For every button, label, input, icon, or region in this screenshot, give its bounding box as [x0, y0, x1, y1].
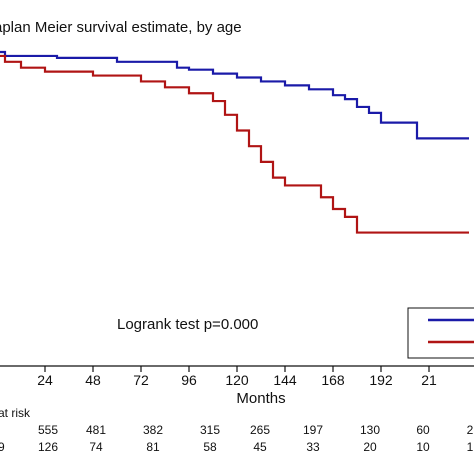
x-tick-label-2: 72 [133, 372, 149, 388]
x-tick-label-1: 48 [85, 372, 101, 388]
x-tick-label-0: 24 [37, 372, 53, 388]
risk-value-r2-c8: 10 [416, 440, 430, 454]
x-tick-label-3: 96 [181, 372, 197, 388]
risk-value-r1-c7: 130 [360, 423, 380, 437]
risk-value-r2-c3: 81 [146, 440, 160, 454]
risk-value-r2-c5: 45 [253, 440, 267, 454]
risk-row-label-1: l [0, 423, 1, 437]
risk-value-r1-c3: 382 [143, 423, 163, 437]
x-tick-label-5: 144 [273, 372, 297, 388]
survival-curves [0, 50, 469, 234]
risk-value-r1-c4: 315 [200, 423, 220, 437]
logrank-annotation: Logrank test p=0.000 [117, 316, 258, 333]
x-axis-tick-labels: 24 48 72 96 120 144 168 192 21 [37, 372, 437, 388]
risk-value-r2-c9: 1 [467, 440, 474, 454]
risk-value-r2-c1: 126 [38, 440, 58, 454]
risk-value-r2-c6: 33 [306, 440, 320, 454]
x-axis-ticks [44, 366, 430, 372]
x-axis-label: Months [236, 390, 285, 407]
x-tick-label-8: 21 [421, 372, 437, 388]
risk-value-r1-c6: 197 [303, 423, 323, 437]
chart-title: aplan Meier survival estimate, by age [0, 19, 242, 36]
risk-table: l 555 481 382 315 265 197 130 60 2 9 126 74 81 58 45 33 2… [0, 423, 474, 454]
risk-row-label-2: 9 [0, 440, 5, 454]
risk-value-r2-c7: 20 [363, 440, 377, 454]
x-tick-label-4: 120 [225, 372, 249, 388]
survival-curve-series-1 [0, 50, 469, 140]
survival-curve-series-2 [0, 54, 469, 234]
risk-value-r2-c4: 58 [203, 440, 217, 454]
risk-value-r1-c9: 2 [467, 423, 474, 437]
risk-value-r1-c5: 265 [250, 423, 270, 437]
risk-value-r1-c8: 60 [416, 423, 430, 437]
legend [407, 307, 474, 359]
risk-table-header: at risk [0, 406, 31, 420]
risk-value-r1-c1: 555 [38, 423, 58, 437]
risk-value-r1-c2: 481 [86, 423, 106, 437]
x-tick-label-6: 168 [321, 372, 345, 388]
risk-value-r2-c2: 74 [89, 440, 103, 454]
legend-box [407, 307, 474, 359]
x-tick-label-7: 192 [369, 372, 393, 388]
